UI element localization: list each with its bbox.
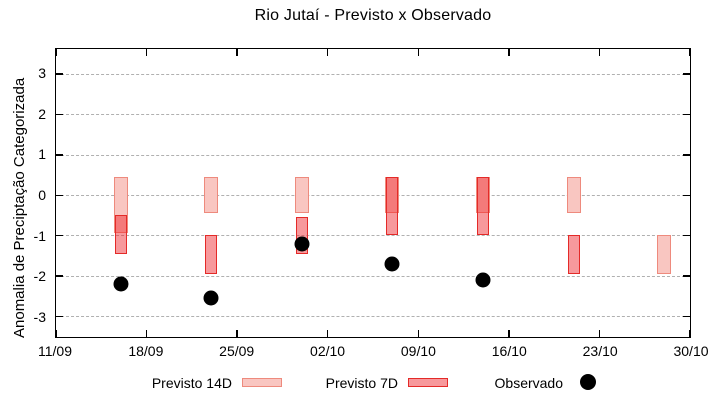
plot-area bbox=[55, 48, 691, 338]
y-tick-label: -1 bbox=[33, 227, 46, 244]
y-tick-label: -2 bbox=[33, 268, 46, 285]
legend-label-previsto-7d: Previsto 7D bbox=[325, 375, 398, 391]
gridline bbox=[56, 154, 690, 156]
x-tick-mark bbox=[55, 330, 57, 337]
legend-observado-dot-icon bbox=[580, 374, 596, 390]
legend-swatch-previsto-14d-icon bbox=[242, 378, 282, 387]
bar-previsto-7d bbox=[386, 176, 399, 236]
y-tick-mark bbox=[56, 73, 63, 75]
y-tick-label: 3 bbox=[38, 64, 46, 81]
y-tick-mark bbox=[56, 275, 63, 277]
x-tick-mark bbox=[55, 49, 57, 56]
y-tick-mark bbox=[56, 315, 63, 318]
legend-swatch-previsto-7d-icon bbox=[408, 378, 448, 387]
bar-previsto-14d bbox=[294, 176, 309, 214]
x-tick-mark bbox=[326, 330, 329, 337]
gridline bbox=[56, 195, 690, 197]
y-tick-mark bbox=[683, 73, 690, 75]
y-tick-mark bbox=[683, 234, 690, 237]
x-tick-mark bbox=[508, 330, 510, 337]
y-tick-mark bbox=[683, 315, 690, 318]
y-tick-mark bbox=[56, 113, 63, 116]
bar-previsto-7d bbox=[567, 235, 580, 274]
x-tick-label: 25/09 bbox=[219, 343, 255, 359]
gridline bbox=[56, 114, 690, 116]
legend-label-observado: Observado bbox=[494, 375, 563, 391]
bar-previsto-7d bbox=[205, 235, 218, 274]
x-tick-mark bbox=[598, 49, 601, 56]
observado-dot bbox=[384, 256, 400, 272]
x-tick-mark bbox=[598, 330, 601, 337]
y-tick-mark bbox=[683, 113, 690, 116]
legend: Previsto 14D Previsto 7D Observado bbox=[0, 370, 720, 398]
legend-label-previsto-14d: Previsto 14D bbox=[151, 375, 232, 391]
x-tick-label: 18/09 bbox=[128, 343, 164, 359]
y-tick-mark bbox=[56, 154, 63, 156]
y-tick-mark bbox=[683, 154, 690, 156]
chart-title: Rio Jutaí - Previsto x Observado bbox=[254, 7, 492, 24]
y-tick-label: 1 bbox=[38, 146, 46, 163]
x-tick-label: 30/10 bbox=[673, 343, 709, 359]
observado-dot bbox=[203, 290, 219, 306]
x-tick-mark bbox=[236, 330, 238, 337]
gridline bbox=[56, 275, 690, 277]
bar-previsto-14d bbox=[204, 176, 219, 214]
observado-dot bbox=[294, 236, 310, 252]
bar-previsto-14d bbox=[113, 176, 128, 234]
y-tick-label: -3 bbox=[33, 309, 46, 326]
observado-dot bbox=[113, 276, 129, 292]
bar-previsto-7d bbox=[476, 176, 489, 236]
x-tick-mark bbox=[417, 49, 420, 56]
bar-previsto-14d bbox=[657, 235, 672, 274]
x-tick-mark bbox=[689, 330, 691, 337]
x-tick-mark bbox=[145, 330, 148, 337]
x-tick-mark bbox=[417, 330, 420, 337]
y-tick-mark bbox=[683, 194, 690, 197]
x-tick-label: 09/10 bbox=[400, 343, 436, 359]
x-tick-label: 11/09 bbox=[38, 343, 72, 359]
gridline bbox=[56, 235, 690, 237]
gridline bbox=[56, 73, 690, 75]
y-tick-mark bbox=[683, 275, 690, 277]
y-tick-label: 0 bbox=[38, 187, 46, 204]
x-tick-mark bbox=[508, 49, 510, 56]
x-tick-mark bbox=[236, 49, 238, 56]
y-tick-mark bbox=[56, 194, 63, 197]
x-tick-label: 23/10 bbox=[582, 343, 618, 359]
x-tick-label: 02/10 bbox=[310, 343, 346, 359]
bar-previsto-7d bbox=[114, 215, 127, 254]
bar-previsto-14d bbox=[566, 176, 581, 214]
x-tick-label: 16/10 bbox=[491, 343, 527, 359]
y-tick-mark bbox=[56, 234, 63, 237]
x-tick-mark bbox=[145, 49, 148, 56]
y-tick-label: 2 bbox=[38, 105, 46, 122]
x-tick-mark bbox=[326, 49, 329, 56]
x-tick-mark bbox=[689, 49, 691, 56]
observado-dot bbox=[475, 272, 491, 288]
gridline bbox=[56, 316, 690, 318]
